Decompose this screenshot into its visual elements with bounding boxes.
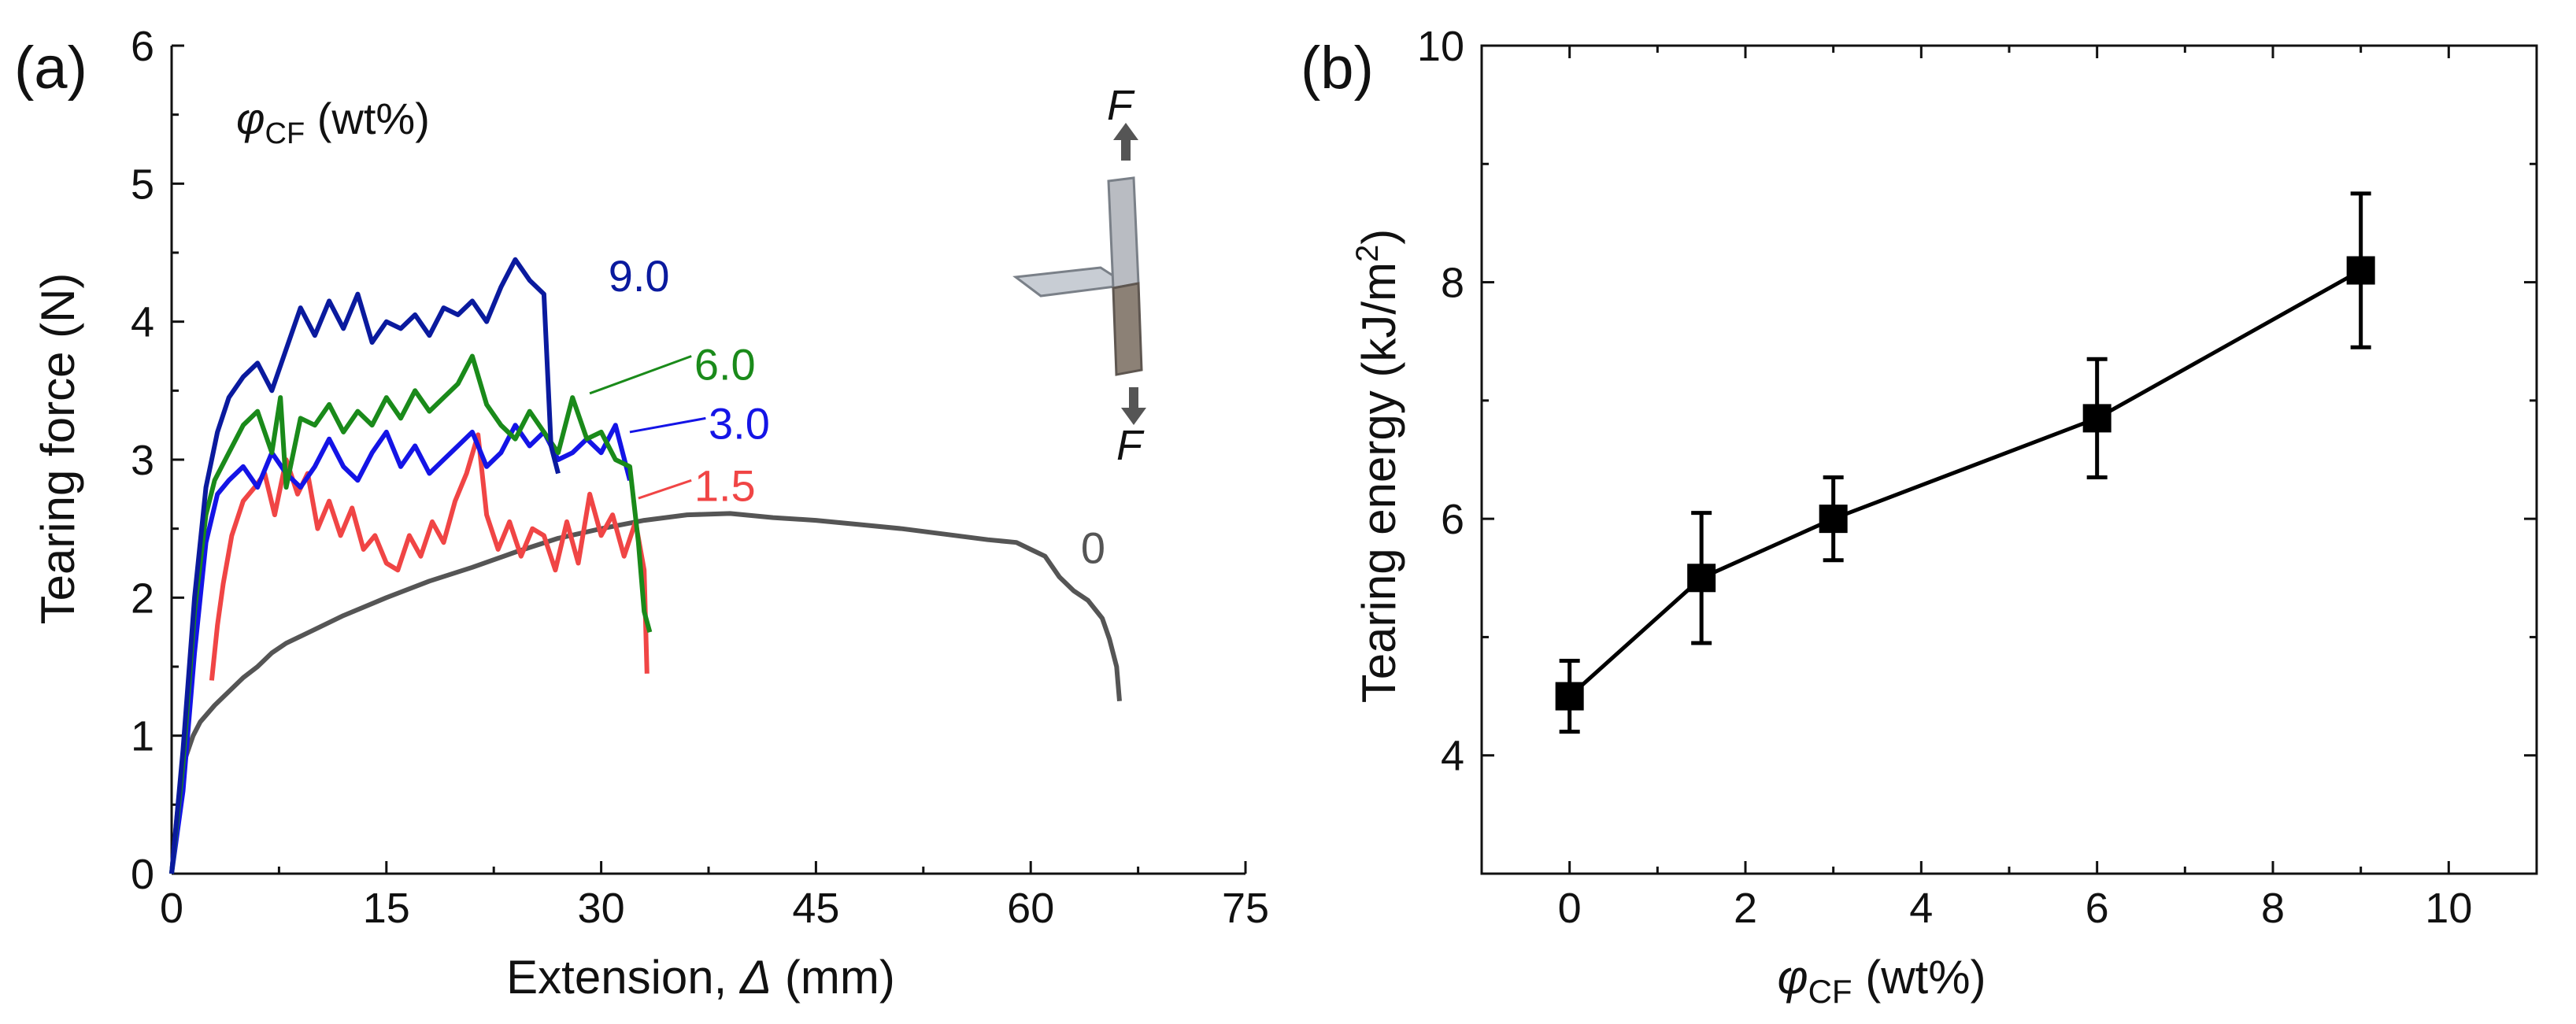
- inset-specimen-top-leg: [1107, 176, 1140, 290]
- b-x-title-sub: CF: [1808, 973, 1852, 1010]
- panel-a-x-tick-label: 15: [363, 885, 410, 932]
- b-x-title-unit: (wt%): [1852, 951, 1986, 1004]
- inset-up-arrow-icon: [1113, 123, 1138, 161]
- panel-a-x-tick-label: 0: [160, 885, 183, 932]
- panel-a-x-tick-label: 75: [1222, 885, 1269, 932]
- panel-a-series: [169, 257, 1122, 874]
- x-title-symbol: Δ: [738, 951, 772, 1004]
- panel-a-x-tick-label: 30: [578, 885, 625, 932]
- curve-label-1-5: 1.5: [694, 461, 756, 511]
- panel-b: (b) 0 2 4 6 8 10 4 6 8 10 φCF (wt%) Tearing energ…: [1301, 23, 2538, 1010]
- series-line-3-0: [169, 423, 632, 874]
- panel-a-y-tick-label: 1: [131, 713, 154, 760]
- panel-b-y-tick-label: 4: [1441, 733, 1464, 780]
- series-line-0: [169, 511, 1122, 874]
- legend-title-symbol: φ: [236, 94, 265, 143]
- panel-a-y-tick-label: 0: [131, 851, 154, 898]
- panel-a-x-axis-title: Extension, Δ (mm): [506, 951, 895, 1004]
- panel-b-x-tick-label: 8: [2261, 885, 2285, 932]
- b-y-title-sup: 2: [1350, 245, 1385, 262]
- data-point-marker: [1819, 505, 1848, 534]
- panel-a-y-tick-label: 3: [131, 437, 154, 484]
- x-title-prefix: Extension,: [506, 951, 740, 1004]
- series-line-9-0: [169, 257, 561, 874]
- data-point-marker: [2346, 256, 2375, 285]
- panel-a-x-tick-label: 45: [792, 885, 839, 932]
- panel-b-plot-frame: [1480, 44, 2538, 875]
- panel-a-y-axis-title: Tearing force (N): [31, 273, 84, 625]
- panel-a-curve-labels: 0 1.5 3.0 6.0 9.0: [589, 251, 1105, 573]
- inset-specimen-bottom-leg: [1112, 282, 1143, 376]
- panel-b-x-tick-label: 2: [1734, 885, 1757, 932]
- panel-a-y-tick-label: 2: [131, 575, 154, 622]
- curve-label-3-0: 3.0: [709, 399, 770, 449]
- x-title-suffix: (mm): [772, 951, 895, 1004]
- panel-b-x-tick-label: 0: [1558, 885, 1582, 932]
- data-point-marker: [1687, 564, 1716, 593]
- series-line-1-5: [209, 432, 650, 681]
- panel-a-legend-title: φCF (wt%): [236, 94, 430, 150]
- inset-down-arrow-icon: [1121, 387, 1146, 425]
- curve-label-leader-6-0: [589, 355, 692, 395]
- curve-label-leader-3-0: [629, 416, 706, 434]
- panel-b-x-tick-label: 4: [1909, 885, 1933, 932]
- curve-label-0: 0: [1081, 523, 1105, 573]
- panel-a-y-tick-label: 4: [131, 299, 154, 346]
- panel-a-label: (a): [14, 35, 87, 102]
- panel-b-x-tick-label: 6: [2086, 885, 2109, 932]
- panel-a-y-tick-label: 6: [131, 23, 154, 70]
- panel-b-series-line: [1568, 268, 2362, 698]
- panel-b-axes: 0 2 4 6 8 10 4 6 8 10: [1417, 23, 2538, 932]
- panel-b-y-axis-title: Tearing energy (kJ/m2): [1350, 229, 1405, 703]
- tear-specimen-inset: F F: [1012, 82, 1146, 469]
- panel-a-x-tick-label: 60: [1007, 885, 1054, 932]
- panel-b-series: [1555, 191, 2375, 734]
- inset-specimen-flap: [1012, 266, 1131, 298]
- panel-b-y-tick-label: 10: [1417, 23, 1464, 70]
- panel-b-y-tick-label: 6: [1441, 496, 1464, 543]
- curve-label-leader-1-5: [638, 479, 692, 500]
- b-y-title-main: Tearing energy (kJ/m: [1353, 262, 1405, 703]
- series-line-6-0: [169, 353, 653, 874]
- curve-label-6-0: 6.0: [694, 339, 756, 389]
- panel-b-x-axis-title: φCF (wt%): [1777, 951, 1986, 1010]
- panel-b-y-tick-label: 8: [1441, 260, 1464, 307]
- b-y-title-close: ): [1353, 229, 1405, 245]
- legend-title-unit: (wt%): [305, 94, 430, 143]
- panel-b-x-tick-label: 10: [2425, 885, 2472, 932]
- data-point-marker: [2082, 404, 2112, 433]
- b-x-title-symbol: φ: [1777, 951, 1808, 1004]
- inset-force-bottom-label: F: [1116, 422, 1145, 469]
- curve-label-9-0: 9.0: [609, 251, 670, 301]
- panel-a-y-tick-label: 5: [131, 161, 154, 208]
- inset-force-top-label: F: [1107, 82, 1135, 129]
- legend-title-sub: CF: [265, 117, 305, 150]
- data-point-marker: [1555, 682, 1584, 711]
- panel-b-label: (b): [1301, 35, 1374, 102]
